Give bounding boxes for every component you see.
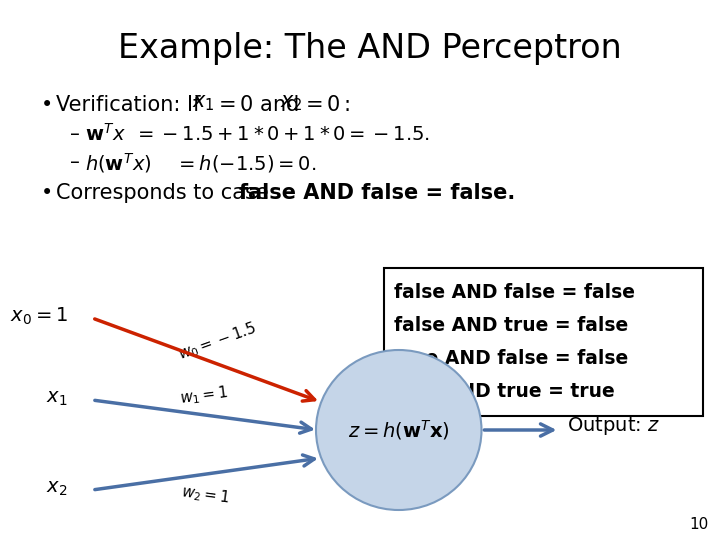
Text: $= 0$ and: $= 0$ and	[214, 95, 300, 115]
Text: true AND false = false: true AND false = false	[394, 349, 628, 368]
Text: $x_1$: $x_1$	[192, 93, 215, 113]
Text: $z = h(\mathbf{w}^T\mathbf{x})$: $z = h(\mathbf{w}^T\mathbf{x})$	[348, 418, 450, 442]
FancyBboxPatch shape	[384, 268, 703, 416]
Text: –: –	[70, 125, 80, 144]
Text: •: •	[40, 95, 53, 115]
Text: $x_1$: $x_1$	[46, 388, 68, 408]
Text: Output: $z$: Output: $z$	[567, 415, 660, 437]
Text: Corresponds to case: Corresponds to case	[56, 183, 276, 203]
Text: $h(\mathbf{w}^T x)$: $h(\mathbf{w}^T x)$	[85, 151, 152, 175]
Text: 10: 10	[689, 517, 708, 532]
Text: $\mathbf{w}^T x$: $\mathbf{w}^T x$	[85, 123, 126, 145]
Text: $= 0:$: $= 0:$	[302, 95, 351, 115]
Text: $x_0 = 1$: $x_0 = 1$	[10, 305, 68, 327]
Text: $w_1 = 1$: $w_1 = 1$	[179, 383, 229, 408]
Text: false AND false = false.: false AND false = false.	[239, 183, 516, 203]
Text: –: –	[70, 153, 80, 172]
Text: Verification: If: Verification: If	[56, 95, 207, 115]
Text: $x_2$: $x_2$	[280, 93, 302, 113]
Text: $= h(-1.5) = 0.$: $= h(-1.5) = 0.$	[175, 153, 316, 174]
Text: false AND true = false: false AND true = false	[394, 316, 628, 335]
Text: •: •	[40, 183, 53, 203]
Text: false AND false = false: false AND false = false	[394, 283, 635, 302]
Text: $w_2 = 1$: $w_2 = 1$	[180, 483, 230, 508]
Ellipse shape	[316, 350, 482, 510]
Text: $= -1.5 + 1 * 0 + 1 * 0 = -1.5.$: $= -1.5 + 1 * 0 + 1 * 0 = -1.5.$	[134, 125, 430, 144]
Text: $w_0 = -1.5$: $w_0 = -1.5$	[176, 319, 260, 364]
Text: Example: The AND Perceptron: Example: The AND Perceptron	[117, 32, 621, 65]
Text: $x_2$: $x_2$	[47, 478, 68, 497]
Text: true AND true = true: true AND true = true	[394, 382, 615, 401]
